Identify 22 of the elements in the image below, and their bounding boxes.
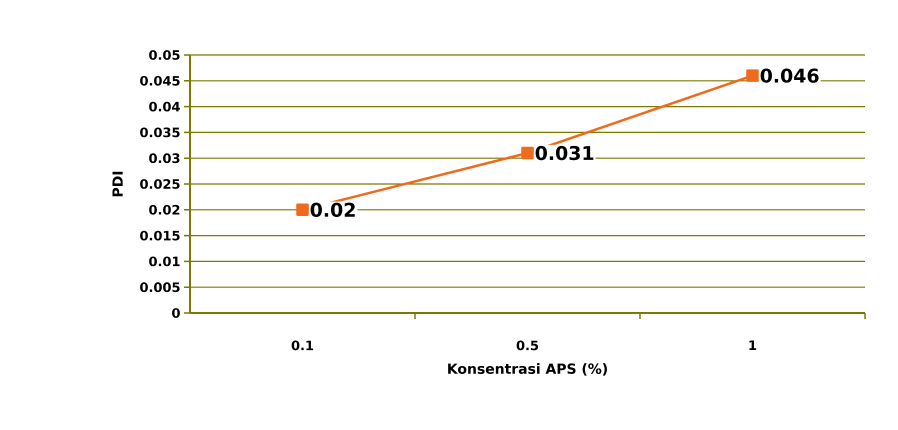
y-tick-label: 0.035 (140, 128, 180, 138)
x-tick-label: 0.1 (292, 340, 314, 350)
y-tick-label: 0.04 (149, 102, 180, 112)
y-tick-label: 0.005 (140, 282, 180, 292)
data-label: 0.02 (310, 202, 355, 217)
y-tick-label: 0.03 (149, 153, 180, 164)
y-tick-label: 0.02 (149, 204, 180, 215)
y-tick-label: 0.05 (149, 50, 180, 60)
data-label: 0.031 (536, 146, 594, 160)
x-tick-label: 1 (749, 340, 756, 350)
y-tick-label: 0.01 (149, 256, 180, 266)
point (746, 69, 759, 82)
x-tick-label: 0.5 (516, 340, 538, 350)
x-axis-title: Konsentrasi APS (%) (448, 363, 607, 376)
point (521, 146, 534, 160)
y-tick-label: 0 (172, 308, 180, 318)
y-tick-label: 0.025 (140, 179, 180, 189)
y-tick-label: 0.015 (140, 230, 180, 240)
data-label: 0.046 (760, 68, 819, 83)
y-axis-title: PDI (112, 172, 123, 196)
y-tick-label: 0.045 (140, 76, 180, 86)
point (296, 204, 309, 216)
